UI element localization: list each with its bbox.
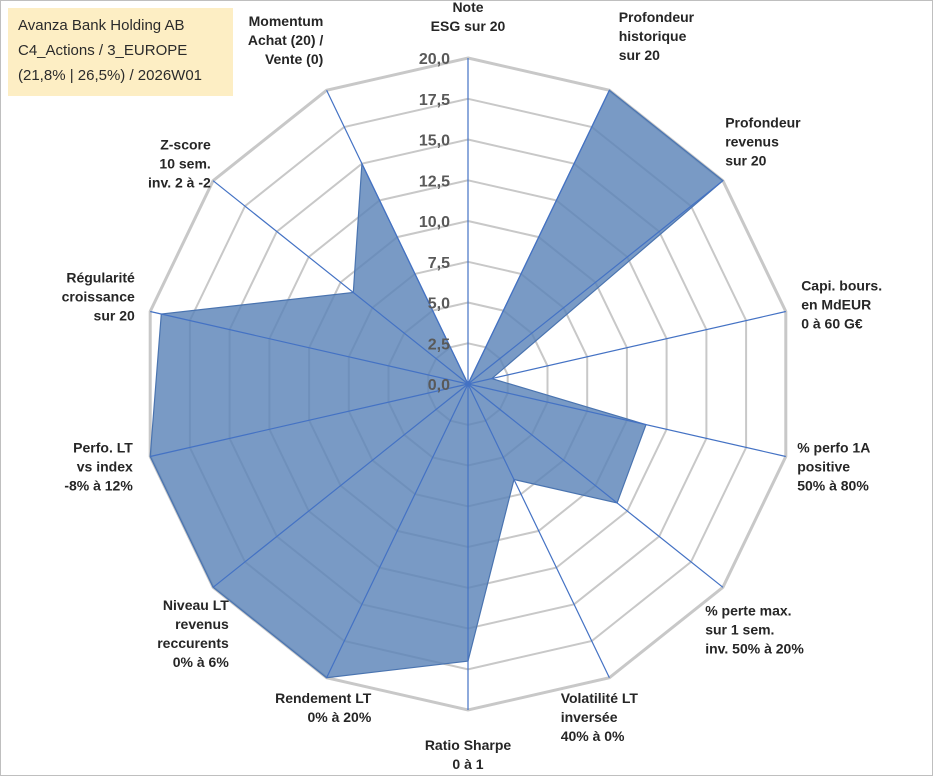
axis-label-line: sur 20 xyxy=(619,47,660,63)
axis-spoke xyxy=(467,90,610,385)
tick-label: 17,5 xyxy=(419,92,450,109)
axis-label: Niveau LT revenus reccurents 0% à 6% xyxy=(157,597,229,670)
axis-label-line: 50% à 80% xyxy=(797,477,869,493)
axis-label: Capi. bours. en MdEUR 0 à 60 G€ xyxy=(801,278,882,332)
axis-spoke xyxy=(150,383,469,458)
axis-label-line: Note xyxy=(452,0,483,15)
axis-spoke xyxy=(467,383,610,678)
tick-label: 2,5 xyxy=(428,336,450,353)
axis-label: Rendement LT 0% à 20% xyxy=(275,690,372,725)
axis-label-line: en MdEUR xyxy=(801,297,871,313)
axis-spoke xyxy=(326,90,469,385)
axis-label-line: Momentum xyxy=(249,13,324,29)
axis-label: Profondeur revenus sur 20 xyxy=(725,115,801,169)
axis-label-line: sur 1 sem. xyxy=(705,621,774,637)
axis-label-line: sur 20 xyxy=(94,308,135,324)
tick-label: 5,0 xyxy=(428,296,450,313)
axis-label: % perte max. sur 1 sem. inv. 50% à 20% xyxy=(705,602,804,656)
tick-label: 0,0 xyxy=(428,377,450,394)
axis-label-line: ESG sur 20 xyxy=(431,18,506,34)
axis-label: Régularité croissance sur 20 xyxy=(62,270,135,324)
axis-spoke xyxy=(467,180,724,385)
tick-label: 12,5 xyxy=(419,173,450,190)
axis-spoke xyxy=(150,310,469,385)
tick-label: 10,0 xyxy=(419,214,450,231)
company-name: Avanza Bank Holding AB xyxy=(18,17,185,34)
axis-label-line: Ratio Sharpe xyxy=(425,737,512,753)
axis-label-line: % perfo 1A xyxy=(797,439,870,455)
axis-label-line: Z-score xyxy=(160,137,211,153)
score-summary: (21,8% | 26,5%) / 2026W01 xyxy=(18,67,202,84)
axis-label-line: 0% à 6% xyxy=(173,654,230,670)
axis-label-line: Régularité xyxy=(66,270,135,286)
axis-label-line: 0% à 20% xyxy=(307,709,371,725)
axis-label-line: inv. 50% à 20% xyxy=(705,640,804,656)
axis-label-line: vs index xyxy=(77,458,133,474)
axis-label: Volatilité LT inversée 40% à 0% xyxy=(561,690,639,744)
axis-label-line: positive xyxy=(797,458,850,474)
axis-label-line: Volatilité LT xyxy=(561,690,639,706)
axis-spoke xyxy=(326,383,469,678)
axis-label: Momentum Achat (20) / Vente (0) xyxy=(248,13,324,67)
axis-label-line: 0 à 1 xyxy=(452,756,483,772)
tick-label: 20,0 xyxy=(419,51,450,68)
axis-spoke xyxy=(467,310,786,385)
axis-label-line: croissance xyxy=(62,289,135,305)
axis-label-line: Profondeur xyxy=(725,115,801,131)
axis-label: Ratio Sharpe 0 à 1 xyxy=(425,737,512,772)
axis-label-line: sur 20 xyxy=(725,153,766,169)
axis-label-line: % perte max. xyxy=(705,602,791,618)
axis-label: Profondeur historique sur 20 xyxy=(619,9,695,63)
axis-spoke xyxy=(467,383,786,458)
tick-label: 15,0 xyxy=(419,133,450,150)
axis-label-line: Capi. bours. xyxy=(801,278,882,294)
axis-label-line: -8% à 12% xyxy=(64,477,133,493)
axis-label-line: Perfo. LT xyxy=(73,439,133,455)
axis-label: Note ESG sur 20 xyxy=(431,0,506,34)
axis-label-line: reccurents xyxy=(157,635,229,651)
axis-label-line: Rendement LT xyxy=(275,690,372,706)
axis-label-line: historique xyxy=(619,28,687,44)
axis-label-line: revenus xyxy=(725,134,779,150)
axis-spoke xyxy=(212,180,469,385)
axis-label-line: Profondeur xyxy=(619,9,695,25)
axis-label: % perfo 1A positive 50% à 80% xyxy=(797,439,870,493)
axis-label-line: revenus xyxy=(175,616,229,632)
tick-label: 7,5 xyxy=(428,255,450,272)
axis-label-line: inv. 2 à -2 xyxy=(148,175,211,191)
axis-label-line: 40% à 0% xyxy=(561,728,625,744)
axis-label-line: Niveau LT xyxy=(163,597,229,613)
axis-label-line: inversée xyxy=(561,709,618,725)
axis-label-line: Achat (20) / xyxy=(248,32,324,48)
axis-label: Perfo. LT vs index -8% à 12% xyxy=(64,439,133,493)
axis-label-line: 10 sem. xyxy=(159,156,210,172)
axis-spoke xyxy=(467,383,724,588)
axis-spoke xyxy=(212,383,469,588)
axis-label: Z-score 10 sem. inv. 2 à -2 xyxy=(148,137,211,191)
chart-title-box: Avanza Bank Holding AB C4_Actions / 3_EU… xyxy=(8,8,233,96)
axis-label-line: 0 à 60 G€ xyxy=(801,316,863,332)
axis-label-line: Vente (0) xyxy=(265,51,323,67)
portfolio-category: C4_Actions / 3_EUROPE xyxy=(18,42,188,59)
